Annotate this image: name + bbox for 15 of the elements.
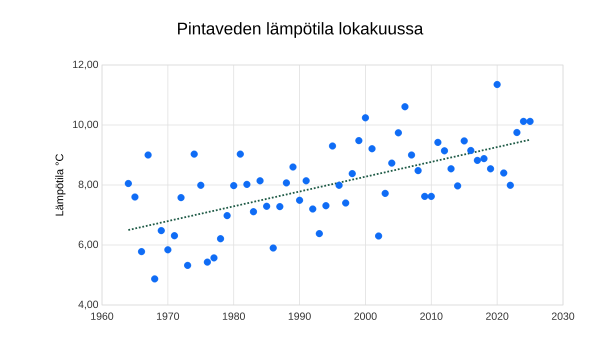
x-tick-label: 2020 bbox=[486, 312, 508, 320]
x-tick-label: 1960 bbox=[91, 312, 114, 320]
x-tick-label: 2030 bbox=[552, 312, 574, 320]
y-tick-label: 6,00 bbox=[78, 240, 98, 250]
x-tick-label: 1970 bbox=[157, 312, 180, 320]
y-tick-label: 12,00 bbox=[73, 60, 98, 70]
x-tick-label: 2010 bbox=[420, 312, 443, 320]
x-tick-label: 2000 bbox=[354, 312, 377, 320]
y-tick-label: 4,00 bbox=[78, 300, 98, 310]
chart-title: Pintaveden lämpötila lokakuussa bbox=[178, 22, 424, 38]
y-axis-title: Lämpötila °C bbox=[55, 154, 66, 216]
x-tick-label: 1990 bbox=[288, 312, 311, 320]
y-tick-label: 10,00 bbox=[73, 120, 98, 130]
x-tick-label: 1980 bbox=[222, 312, 245, 320]
y-tick-label: 8,00 bbox=[78, 180, 98, 190]
